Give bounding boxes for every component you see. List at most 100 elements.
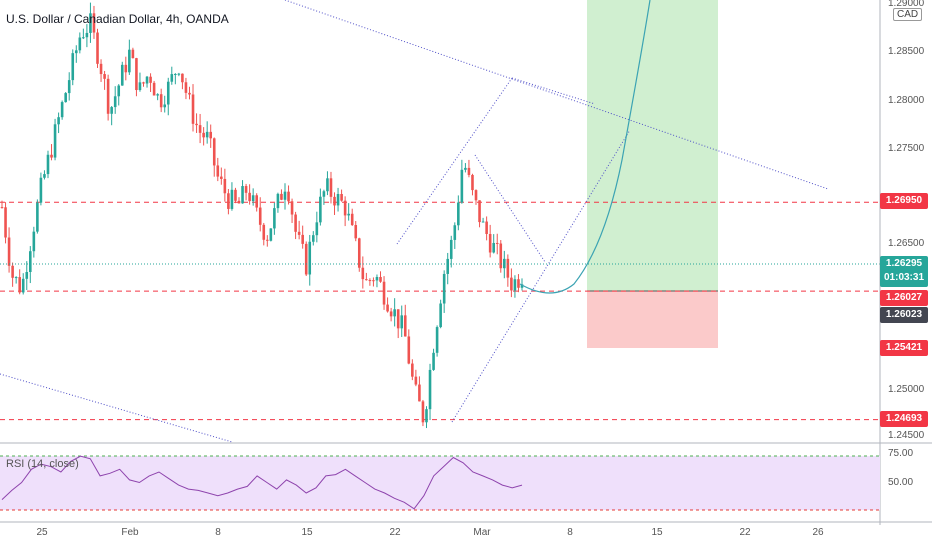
candle-body [234, 189, 237, 201]
candle-body [85, 32, 89, 38]
candle-body [18, 277, 21, 293]
candle-body [311, 235, 315, 242]
candle-body [149, 76, 152, 83]
candle-body [174, 74, 177, 76]
candle-body [301, 234, 304, 244]
candle-body [89, 13, 92, 33]
candle-body [21, 278, 25, 293]
time-tick: 8 [567, 527, 573, 538]
candle-body [276, 193, 280, 209]
candle-body [329, 178, 333, 197]
price-tag-low: 1.24693 [880, 411, 928, 427]
candle-body [400, 315, 404, 329]
candle-body [170, 74, 174, 82]
candle-body [36, 202, 39, 232]
candle-body [432, 352, 435, 370]
candle-body [0, 207, 4, 209]
candle-body [425, 409, 428, 423]
time-tick: 22 [389, 527, 401, 538]
price-tag-cursor: 1.26023 [880, 307, 928, 323]
candle-body [53, 124, 57, 158]
candle-body [478, 200, 481, 223]
candle-body [216, 165, 220, 177]
candle-body [297, 231, 301, 235]
time-tick: 22 [739, 527, 751, 538]
price-tick: 1.27500 [888, 143, 925, 154]
time-tick: Mar [473, 527, 491, 538]
candle-body [209, 131, 213, 139]
candle-body [159, 94, 163, 108]
price-tag-resistance: 1.26950 [880, 193, 928, 209]
candle-body [290, 201, 294, 215]
candle-body [135, 58, 138, 91]
candle-body [453, 225, 457, 240]
loss-zone [587, 291, 718, 348]
candle-body [488, 233, 492, 253]
candle-body [64, 93, 67, 103]
candle-body [237, 200, 241, 204]
horizontal-levels [0, 201, 880, 421]
candle-body [520, 284, 524, 288]
wedge-top[interactable] [474, 154, 546, 263]
candle-body [120, 64, 124, 86]
candle-body [495, 242, 499, 244]
candle-body [78, 37, 82, 51]
channel-top[interactable] [511, 77, 596, 105]
candle-body [128, 49, 131, 73]
candle-body [251, 195, 255, 202]
candle-body [506, 258, 510, 278]
chart-title: U.S. Dollar / Canadian Dollar, 4h, OANDA [6, 12, 229, 26]
candle-body [481, 221, 485, 223]
long-trendline-top[interactable] [284, 0, 829, 190]
candle-body [223, 178, 227, 194]
candle-body [205, 131, 209, 138]
candle-body [71, 53, 75, 81]
candle-body [181, 73, 184, 83]
candle-body [230, 189, 234, 209]
candle-body [368, 280, 372, 282]
profit-zone [587, 0, 718, 291]
candle-body [393, 309, 396, 317]
channel-left[interactable] [396, 77, 513, 245]
candle-body [322, 191, 326, 197]
candle-body [273, 208, 276, 229]
candle-body [67, 80, 71, 94]
time-tick: 26 [812, 527, 824, 538]
candle-body [25, 272, 29, 279]
candle-body [517, 279, 520, 288]
long-trendline-bottom[interactable] [0, 373, 233, 443]
candle-body [375, 276, 379, 281]
candle-body [396, 309, 400, 329]
candle-body [382, 281, 386, 305]
candle-body [389, 311, 393, 317]
bar-countdown: 01:03:31 [883, 272, 925, 283]
price-tag-stop: 1.25421 [880, 340, 928, 356]
candle-body [379, 276, 382, 282]
candle-body [457, 202, 460, 226]
candle-body [184, 82, 188, 93]
candle-body [110, 107, 113, 114]
candle-body [411, 363, 414, 377]
rsi-pane [0, 455, 880, 511]
candle-body [74, 50, 78, 54]
candle-body [269, 228, 273, 241]
candle-body [361, 267, 365, 280]
candle-body [499, 243, 503, 269]
candle-body [166, 81, 170, 105]
candle-body [464, 167, 467, 170]
candle-body [198, 125, 202, 133]
candle-body [315, 222, 319, 236]
candle-body [82, 37, 85, 39]
candle-body [414, 376, 418, 385]
candle-body [92, 13, 96, 33]
candle-body [177, 73, 181, 75]
candle-body [57, 117, 60, 125]
candle-body [220, 176, 223, 179]
candle-body [152, 82, 156, 96]
candle-body [340, 193, 343, 201]
currency-badge[interactable]: CAD [893, 8, 923, 21]
candle-body [32, 231, 36, 252]
price-tag-entry: 1.26027 [880, 290, 928, 306]
candle-body [403, 315, 407, 337]
